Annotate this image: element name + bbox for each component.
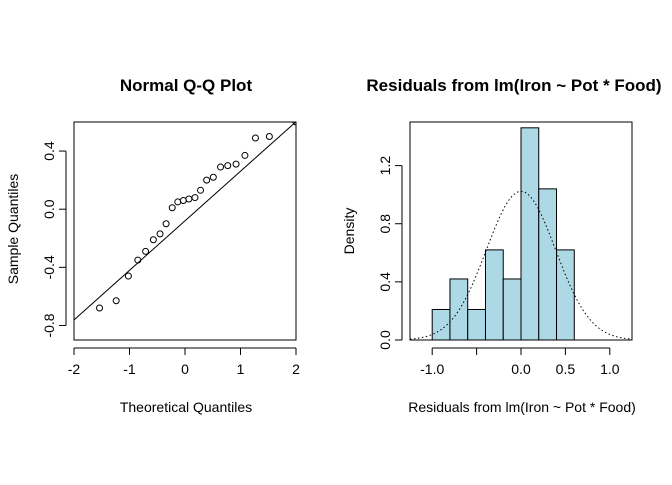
histogram-bar (484, 249, 504, 341)
qq-plot-point (265, 133, 273, 141)
histogram-density-curve (410, 190, 632, 340)
qq-plot-x-tick-label: 0 (181, 361, 189, 377)
qq-plot-ylabel: Sample Quantiles (5, 174, 21, 285)
qq-plot-point (149, 236, 157, 244)
qq-plot-point (209, 173, 217, 181)
qq-plot-y-tick-label: -0.4 (41, 255, 57, 279)
qq-plot-x-tick-label: 1 (237, 361, 245, 377)
histogram-ylabel: Density (341, 208, 357, 255)
qq-plot-point (124, 272, 132, 280)
qq-plot-y-tick-label: -0.8 (41, 313, 57, 337)
histogram-y-tick-label: 0.8 (377, 214, 393, 234)
qq-plot-point (197, 186, 205, 194)
qq-plot-x-tick-label: 2 (292, 361, 300, 377)
qq-plot-title: Normal Q-Q Plot (120, 76, 253, 95)
histogram-xlabel: Residuals from lm(Iron ~ Pot * Food) (408, 399, 636, 415)
histogram-y-tick-label: 0.0 (377, 330, 393, 350)
histogram-x-tick-label: 0.5 (556, 361, 576, 377)
histogram-title: Residuals from lm(Iron ~ Pot * Food) (366, 76, 661, 95)
qq-plot-x-tick-label: -1 (123, 361, 136, 377)
qq-plot-point (112, 297, 120, 305)
qq-plot-box (73, 121, 297, 341)
qq-plot-point (191, 194, 199, 202)
qq-plot-point (134, 256, 142, 264)
histogram-panel: Residuals from lm(Iron ~ Pot * Food) Res… (341, 76, 662, 415)
qq-plot-panel: Normal Q-Q Plot Theoretical Quantiles Sa… (5, 76, 300, 415)
histogram-bar (520, 127, 540, 341)
histogram-bar (538, 188, 558, 341)
qq-plot-point (179, 196, 187, 204)
histogram-x-tick-label: 1.0 (600, 361, 620, 377)
histogram-x-tick-label: 0.0 (511, 361, 531, 377)
histogram-y-tick-label: 0.4 (377, 272, 393, 292)
qq-plot-point (142, 247, 150, 255)
qq-plot-x-tick-label: -2 (68, 361, 81, 377)
qq-plot-point (241, 151, 249, 159)
histogram-bar (502, 278, 522, 341)
qq-plot-point (96, 304, 104, 312)
histogram-bar (467, 308, 486, 341)
qq-plot-point (168, 204, 176, 212)
qq-plot-y-tick-label: 0.4 (41, 141, 57, 161)
qq-plot-point (203, 176, 211, 184)
qq-plot-point (185, 195, 193, 203)
qq-plot-point (174, 198, 182, 206)
qq-plot-point (217, 163, 225, 171)
qq-plot-point (251, 134, 259, 142)
qq-plot-y-tick-label: 0.0 (41, 199, 57, 219)
qq-plot-point (162, 220, 170, 228)
qq-plot-reference-line (74, 122, 296, 321)
histogram-y-tick-label: 1.2 (377, 156, 393, 176)
qq-plot-point (232, 160, 240, 168)
histogram-x-tick-label: -1.0 (420, 361, 444, 377)
histogram-bar (556, 249, 575, 341)
qq-plot-xlabel: Theoretical Quantiles (120, 399, 252, 415)
qq-plot-point (156, 230, 164, 238)
qq-plot-point (224, 162, 232, 170)
